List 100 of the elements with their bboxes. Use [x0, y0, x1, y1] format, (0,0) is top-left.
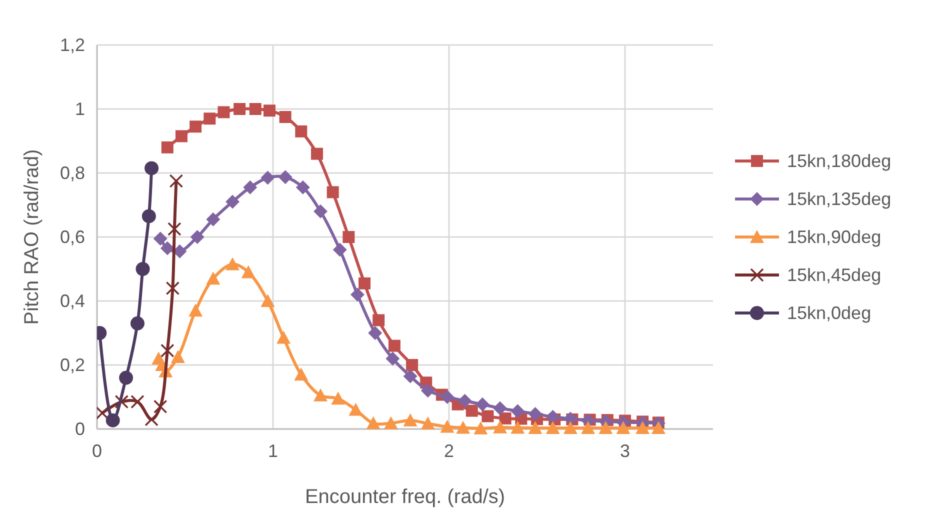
point: [348, 402, 363, 416]
point: [475, 397, 490, 412]
x-tick-label: 3: [620, 441, 630, 461]
point: [314, 388, 328, 402]
y-tick-label: 0,4: [60, 291, 85, 311]
point: [366, 416, 380, 430]
y-axis-title: Pitch RAO (rad/rad): [21, 149, 43, 325]
point: [350, 288, 364, 302]
point: [243, 180, 258, 194]
point: [403, 369, 418, 384]
y-tick-label: 1: [74, 99, 85, 119]
point: [260, 294, 275, 307]
point: [510, 404, 525, 418]
point: [651, 421, 666, 434]
point: [331, 392, 346, 405]
point: [499, 412, 512, 424]
point: [368, 326, 382, 340]
point: [546, 410, 560, 424]
point: [114, 394, 129, 409]
x-tick-label: 2: [444, 441, 454, 461]
point: [169, 174, 184, 188]
point: [295, 125, 308, 138]
legend-label: 15kn,180deg: [787, 151, 892, 171]
point: [528, 421, 542, 434]
point: [226, 257, 240, 270]
point: [276, 330, 291, 344]
point: [403, 413, 418, 426]
point: [493, 420, 508, 434]
point: [168, 222, 182, 236]
point: [97, 406, 110, 420]
point: [372, 314, 385, 326]
point: [206, 272, 220, 285]
legend-label: 15kn,45deg: [787, 265, 882, 285]
point: [406, 359, 418, 371]
point: [160, 344, 174, 358]
point: [190, 120, 202, 133]
point: [218, 106, 230, 118]
y-tick-label: 0,8: [60, 163, 85, 183]
point: [581, 421, 596, 434]
x-tick-label: 1: [268, 441, 278, 461]
point: [493, 401, 508, 416]
point: [311, 148, 323, 160]
point: [260, 170, 275, 185]
point: [170, 350, 185, 363]
point: [440, 390, 454, 404]
point: [528, 406, 542, 421]
point: [130, 316, 144, 330]
point: [420, 416, 435, 430]
point: [188, 304, 203, 317]
point: [616, 421, 630, 434]
point: [226, 194, 240, 209]
point: [482, 410, 494, 422]
point: [598, 421, 613, 434]
point: [278, 170, 292, 184]
point: [326, 186, 339, 198]
point: [314, 204, 328, 218]
point: [474, 421, 488, 434]
point: [160, 241, 174, 256]
point: [458, 394, 472, 408]
point: [510, 420, 525, 434]
point: [144, 412, 158, 426]
point: [636, 421, 650, 434]
point: [106, 413, 120, 428]
point: [420, 384, 435, 398]
y-tick-label: 0,2: [60, 355, 85, 375]
legend-label: 15kn,90deg: [787, 227, 882, 247]
point: [563, 421, 578, 434]
point: [153, 232, 168, 246]
point: [342, 231, 355, 243]
point: [466, 404, 478, 417]
y-tick-label: 0,6: [60, 227, 85, 247]
point: [263, 104, 276, 117]
legend-label: 15kn,135deg: [787, 189, 892, 209]
point: [384, 416, 398, 430]
point: [241, 265, 256, 278]
point: [204, 112, 216, 125]
point: [153, 400, 168, 414]
point: [386, 352, 400, 366]
point: [296, 180, 310, 194]
point: [358, 277, 371, 290]
x-tick-label: 0: [92, 441, 102, 461]
point: [206, 212, 220, 226]
point: [234, 103, 246, 115]
y-tick-label: 1,2: [60, 35, 85, 55]
point: [144, 161, 159, 176]
point: [563, 412, 578, 426]
point: [161, 141, 174, 154]
point: [175, 130, 188, 142]
x-axis-title: Encounter freq. (rad/s): [304, 486, 506, 508]
point: [190, 230, 204, 244]
point: [249, 103, 262, 115]
point: [136, 262, 150, 276]
point: [130, 394, 144, 409]
point: [279, 111, 292, 123]
point: [166, 281, 180, 296]
point: [546, 421, 560, 434]
point: [294, 368, 308, 381]
point: [142, 209, 156, 224]
point: [119, 370, 134, 385]
legend-label: 15kn,0deg: [787, 303, 872, 323]
